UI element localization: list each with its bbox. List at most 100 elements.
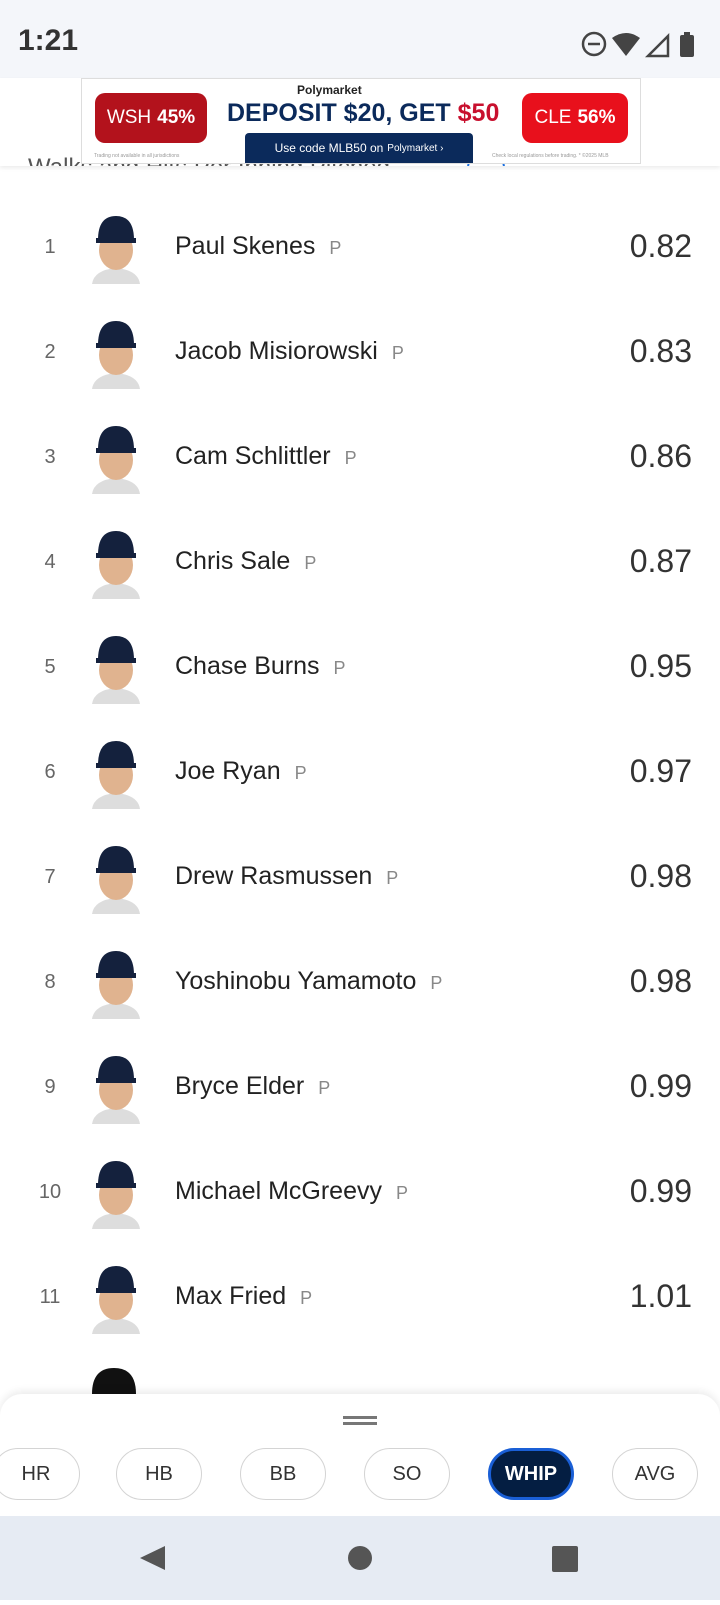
rank: 6 [44,761,56,783]
pct: 56% [577,107,616,128]
player-photo [92,531,140,599]
pct: 45% [157,107,196,128]
ad-banner[interactable]: WSH 45% Polymarket DEPOSIT $20, GET $50 U… [81,78,641,164]
player-name-text: Paul Skenes [175,232,316,260]
leader-row[interactable]: 11 Max Fried P 1.01 [0,1248,720,1353]
player-photo [92,951,140,1019]
nav-bar [0,1516,720,1600]
player-name[interactable]: Paul Skenes P [175,232,341,261]
stat-tab[interactable]: HR [0,1448,80,1500]
headline-main: DEPOSIT $20, GET [227,99,451,127]
stat-value: 0.82 [629,228,692,264]
player-name-text: Bryce Elder [175,1072,305,1100]
player-photo [92,846,140,914]
player-name[interactable]: Jacob Misiorowski P [175,337,404,366]
player-name[interactable]: Chris Sale P [175,547,316,576]
drag-handle[interactable] [343,1416,377,1419]
player-photo [92,321,140,389]
headline-amount: $50 [457,99,500,127]
stat-value: 0.98 [629,858,692,894]
player-name[interactable]: Cam Schlittler P [175,442,357,471]
back-button[interactable] [140,1546,165,1570]
stat-value: 0.99 [629,1068,692,1104]
leader-row[interactable]: 9 Bryce Elder P 0.99 [0,1038,720,1143]
stat-value: 0.98 [629,963,692,999]
position: P [329,238,342,258]
stat-tab[interactable]: WHIP [488,1448,574,1500]
team: WSH [106,107,152,128]
position: P [333,658,346,678]
clock: 1:21 [18,24,79,57]
partial-avatar [92,1368,136,1394]
stat-tab[interactable]: SO [364,1448,450,1500]
player-name-text: Jacob Misiorowski [175,337,378,365]
stat-tab[interactable]: HB [116,1448,202,1500]
player-name-text: Cam Schlittler [175,442,331,470]
leader-row[interactable]: 2 Jacob Misiorowski P 0.83 [0,303,720,408]
position: P [344,448,357,468]
status-bar: 1:21 [0,0,720,78]
player-name[interactable]: Max Fried P [175,1282,312,1311]
ad-brand: Polymarket [297,83,362,97]
rank: 3 [44,446,56,468]
leader-row[interactable]: 4 Chris Sale P 0.87 [0,513,720,618]
rank: 4 [44,551,56,573]
stat-value: 0.97 [629,753,692,789]
leader-row[interactable]: 6 Joe Ryan P 0.97 [0,723,720,828]
rank: 11 [39,1286,61,1308]
position: P [386,868,399,888]
position: P [430,973,443,993]
ad-fine-left: Trading not available in all jurisdictio… [94,153,180,159]
player-name[interactable]: Bryce Elder P [175,1072,330,1101]
player-photo [92,1161,140,1229]
leader-row[interactable]: 1 Paul Skenes P 0.82 [0,198,720,303]
stat-value: 0.99 [629,1173,692,1209]
player-name-text: Yoshinobu Yamamoto [175,967,417,995]
cta-brand: Polymarket › [387,142,444,154]
player-name-text: Michael McGreevy [175,1177,382,1205]
ad-right-odds[interactable]: CLE 56% [522,93,628,143]
rank: 7 [44,866,56,888]
player-name-text: Drew Rasmussen [175,862,373,890]
leader-row[interactable]: 8 Yoshinobu Yamamoto P 0.98 [0,933,720,1038]
team: CLE [534,107,572,128]
leader-row[interactable]: 5 Chase Burns P 0.95 [0,618,720,723]
stat-value: 1.01 [629,1278,692,1314]
player-name-text: Chase Burns [175,652,320,680]
player-name-text: Chris Sale [175,547,291,575]
stat-value: 0.86 [629,438,692,474]
stat-tab[interactable]: AVG [612,1448,698,1500]
player-name-text: Joe Ryan [175,757,281,785]
status-icons [581,31,694,58]
player-photo [92,1266,140,1334]
player-name[interactable]: Joe Ryan P [175,757,307,786]
player-name[interactable]: Yoshinobu Yamamoto P [175,967,442,996]
nav-buttons [140,1546,578,1572]
ad-left-odds[interactable]: WSH 45% [95,93,207,143]
rank: 1 [44,236,56,258]
player-name[interactable]: Drew Rasmussen P [175,862,398,891]
rank: 8 [44,971,56,993]
stat-value: 0.83 [629,333,692,369]
leader-row[interactable]: 3 Cam Schlittler P 0.86 [0,408,720,513]
cta-code: Use code MLB50 on [274,141,384,155]
player-photo [92,741,140,809]
stat-value: 0.95 [629,648,692,684]
position: P [300,1288,313,1308]
ad-cta[interactable]: Use code MLB50 on Polymarket › [245,133,473,163]
rank: 5 [44,656,56,678]
leader-row[interactable]: 7 Drew Rasmussen P 0.98 [0,828,720,933]
rank: 10 [38,1181,62,1203]
position: P [294,763,307,783]
stat-tab[interactable]: BB [240,1448,326,1500]
player-name-text: Max Fried [175,1282,287,1310]
ad-headline: DEPOSIT $20, GET $50 [227,99,500,128]
player-name[interactable]: Michael McGreevy P [175,1177,408,1206]
position: P [391,343,404,363]
leader-row[interactable]: 10 Michael McGreevy P 0.99 [0,1143,720,1248]
home-button[interactable] [348,1546,372,1570]
stat-tab-sheet: HR HB BB SO WHIP AVG [0,1394,720,1516]
player-name[interactable]: Chase Burns P [175,652,346,681]
recents-button[interactable] [552,1546,578,1572]
